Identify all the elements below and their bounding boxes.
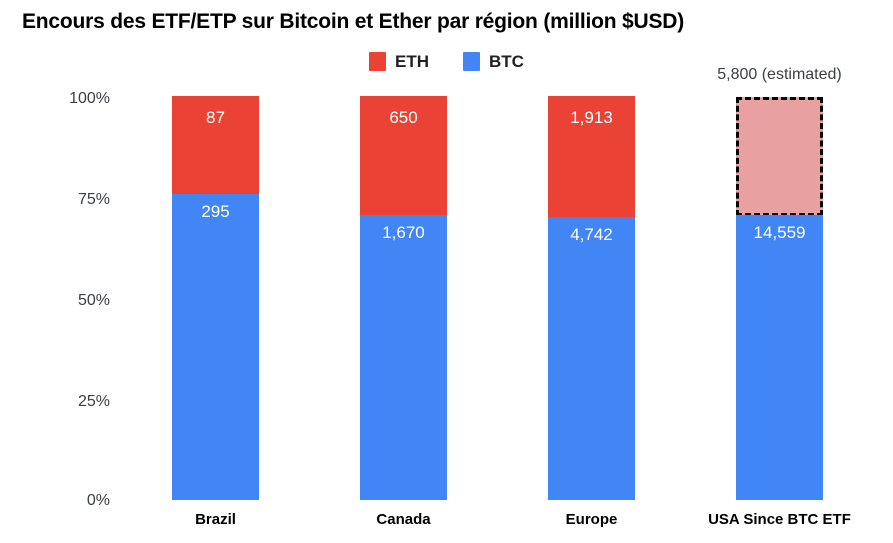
bar-value-label-btc: 14,559 bbox=[753, 223, 806, 242]
y-tick-50: 50% bbox=[77, 292, 110, 309]
y-axis: 100% 75% 50% 25% 0% bbox=[0, 0, 110, 543]
bar-value-label-btc: 1,670 bbox=[382, 223, 425, 242]
x-axis-label-usa: USA Since BTC ETF bbox=[708, 511, 851, 528]
y-tick-0: 0% bbox=[86, 492, 110, 509]
y-tick-100: 100% bbox=[69, 90, 110, 107]
bar-group-brazil[interactable]: 87 295 Brazil bbox=[172, 96, 259, 543]
bar-segment-eth[interactable]: 650 bbox=[360, 96, 447, 215]
estimated-annotation-label: 5,800 (estimated) bbox=[717, 66, 842, 83]
bar-value-label-btc: 295 bbox=[201, 202, 230, 221]
y-tick-75: 75% bbox=[77, 191, 110, 208]
x-axis-label-brazil: Brazil bbox=[195, 511, 236, 528]
bar-value-label-eth: 1,913 bbox=[570, 108, 613, 127]
bar-group-canada[interactable]: 650 1,670 Canada bbox=[360, 96, 447, 543]
bar-segment-eth[interactable]: 1,913 bbox=[548, 96, 635, 217]
y-tick-25: 25% bbox=[77, 393, 110, 410]
bar-segment-eth-estimated[interactable] bbox=[736, 97, 823, 216]
bar-segment-btc[interactable]: 4,742 bbox=[548, 217, 635, 500]
bar-value-label-eth: 650 bbox=[389, 108, 418, 127]
bar-segment-btc[interactable]: 14,559 bbox=[736, 215, 823, 500]
page-title: Encours des ETF/ETP sur Bitcoin et Ether… bbox=[22, 10, 685, 33]
bar-group-europe[interactable]: 1,913 4,742 Europe bbox=[548, 96, 635, 543]
bar-segment-eth[interactable]: 87 bbox=[172, 96, 259, 194]
bar-group-usa[interactable]: 5,800 (estimated) 14,559 USA Since BTC E… bbox=[708, 66, 851, 543]
bar-segment-btc[interactable]: 295 bbox=[172, 194, 259, 500]
bar-segment-btc[interactable]: 1,670 bbox=[360, 215, 447, 500]
bar-value-label-eth: 87 bbox=[206, 108, 225, 127]
bar-value-label-btc: 4,742 bbox=[570, 225, 613, 244]
x-axis-label-canada: Canada bbox=[376, 511, 431, 528]
x-axis-label-europe: Europe bbox=[565, 511, 618, 528]
